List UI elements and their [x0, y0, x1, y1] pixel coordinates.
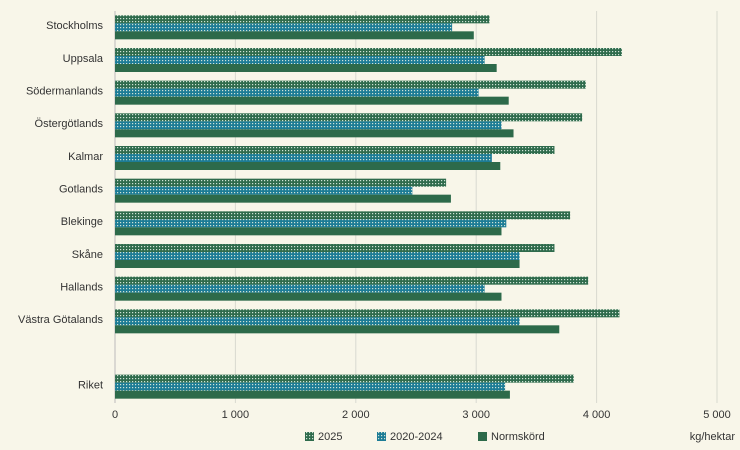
y-tick-label: Hallands — [60, 282, 103, 294]
bar — [115, 113, 583, 122]
y-tick-label: Uppsala — [63, 53, 104, 65]
y-tick-label: Skåne — [72, 249, 103, 261]
x-tick-label: 1 000 — [222, 409, 250, 421]
bar — [115, 374, 574, 383]
bar — [115, 178, 447, 187]
y-tick-label: Stockholms — [46, 20, 103, 32]
bar — [115, 382, 506, 391]
bar — [115, 309, 620, 318]
bar — [115, 260, 520, 268]
bar — [115, 219, 507, 228]
bar — [115, 56, 485, 64]
x-axis-label: kg/hektar — [690, 431, 736, 443]
bar — [115, 146, 555, 154]
y-tick-label: Södermanlands — [26, 86, 104, 98]
y-tick-label: Riket — [78, 380, 103, 392]
legend-label: 2020-2024 — [390, 431, 443, 443]
y-tick-label: Östergötlands — [35, 118, 104, 130]
legend-marker — [377, 432, 386, 441]
bar — [115, 80, 586, 89]
x-tick-label: 5 000 — [703, 409, 731, 421]
bar — [115, 64, 497, 72]
bar — [115, 88, 479, 97]
legend-marker — [305, 432, 314, 441]
bar — [115, 284, 485, 293]
bar — [115, 186, 413, 195]
bar — [115, 23, 453, 32]
bar — [115, 325, 560, 334]
bar — [115, 292, 502, 301]
bar — [115, 194, 451, 203]
bar — [115, 211, 571, 220]
bar — [115, 244, 555, 252]
bar — [115, 129, 514, 138]
bar — [115, 276, 589, 285]
x-tick-label: 4 000 — [583, 409, 611, 421]
bar — [115, 31, 474, 40]
legend-marker — [478, 432, 487, 441]
legend-label: Normskörd — [491, 431, 545, 443]
bar — [115, 390, 510, 399]
x-tick-label: 3 000 — [462, 409, 490, 421]
bar — [115, 227, 502, 236]
bar — [115, 15, 490, 24]
bar — [115, 162, 501, 170]
y-tick-label: Gotlands — [59, 184, 104, 196]
x-tick-label: 2 000 — [342, 409, 370, 421]
y-tick-label: Västra Götalands — [18, 314, 103, 326]
bar — [115, 154, 492, 162]
y-tick-label: Blekinge — [61, 216, 103, 228]
bar — [115, 121, 502, 130]
bar — [115, 96, 509, 105]
y-tick-label: Kalmar — [68, 151, 103, 163]
bar — [115, 317, 520, 326]
legend-label: 2025 — [318, 431, 342, 443]
x-tick-label: 0 — [112, 409, 118, 421]
bar — [115, 252, 520, 260]
bar — [115, 48, 622, 56]
